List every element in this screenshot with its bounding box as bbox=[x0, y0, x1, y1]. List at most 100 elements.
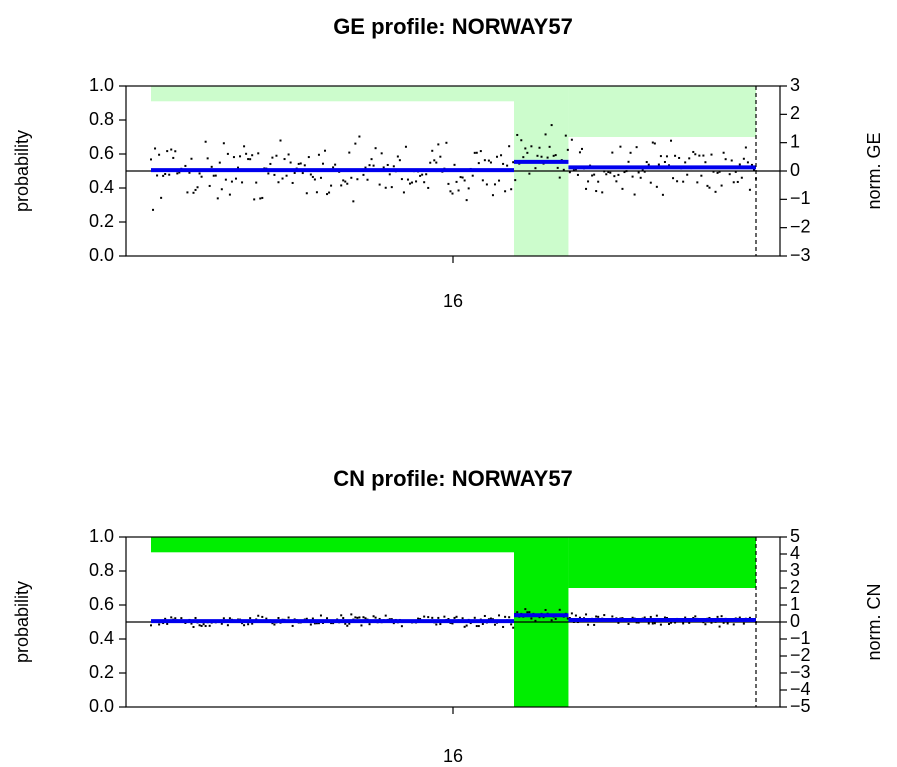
y-axis-label: probability bbox=[12, 581, 32, 663]
data-point bbox=[455, 180, 458, 183]
data-point bbox=[576, 621, 579, 624]
data-point bbox=[368, 164, 371, 167]
data-point bbox=[431, 616, 434, 619]
data-point bbox=[485, 183, 488, 186]
data-point bbox=[287, 616, 290, 619]
data-point bbox=[530, 617, 533, 620]
data-point bbox=[593, 623, 596, 626]
data-point bbox=[633, 193, 636, 196]
data-point bbox=[154, 147, 157, 150]
data-point bbox=[162, 174, 165, 177]
data-point bbox=[160, 196, 163, 199]
data-point bbox=[184, 164, 187, 167]
data-point bbox=[678, 156, 681, 159]
data-point bbox=[467, 187, 470, 190]
data-point bbox=[524, 147, 527, 150]
y2-tick-label: 5 bbox=[790, 526, 800, 546]
y-tick-label: 0.6 bbox=[89, 594, 114, 614]
data-point bbox=[595, 615, 598, 618]
data-point bbox=[204, 625, 207, 628]
data-point bbox=[234, 177, 237, 180]
data-point bbox=[328, 191, 331, 194]
data-point bbox=[742, 157, 745, 160]
data-point bbox=[315, 191, 318, 194]
y2-tick-label: 2 bbox=[790, 103, 800, 123]
data-point bbox=[663, 616, 666, 619]
data-point bbox=[243, 624, 246, 627]
data-point bbox=[348, 622, 351, 625]
data-point bbox=[330, 184, 333, 187]
data-point bbox=[378, 617, 381, 620]
data-point bbox=[672, 177, 675, 180]
data-point bbox=[390, 186, 393, 189]
data-point bbox=[265, 617, 268, 620]
data-point bbox=[287, 153, 290, 156]
data-point bbox=[293, 171, 296, 174]
y2-tick-label: −3 bbox=[790, 662, 811, 682]
data-point bbox=[748, 188, 751, 191]
data-point bbox=[245, 152, 248, 155]
data-point bbox=[732, 623, 735, 626]
data-point bbox=[289, 161, 292, 164]
data-point bbox=[710, 153, 713, 156]
data-point bbox=[607, 171, 610, 174]
data-point bbox=[172, 156, 175, 159]
data-point bbox=[249, 617, 252, 620]
data-point bbox=[364, 617, 367, 620]
data-point bbox=[166, 622, 169, 625]
data-point bbox=[150, 624, 152, 627]
data-point bbox=[550, 619, 553, 622]
data-point bbox=[370, 158, 373, 161]
data-point bbox=[259, 197, 262, 200]
data-point bbox=[261, 615, 264, 618]
data-point bbox=[158, 623, 161, 626]
data-point bbox=[208, 184, 211, 187]
data-point bbox=[192, 191, 195, 194]
data-point bbox=[481, 179, 484, 182]
data-point bbox=[580, 147, 583, 150]
data-point bbox=[453, 616, 456, 619]
data-point bbox=[724, 158, 727, 161]
data-point bbox=[326, 193, 329, 196]
y2-tick-label: 0 bbox=[790, 160, 800, 180]
data-point bbox=[447, 617, 450, 620]
data-point bbox=[623, 171, 626, 174]
data-point bbox=[291, 181, 294, 184]
chart-panel-2: CN profile: NORWAY57 0.0 0.2 0.4 0.6 0.8 1.0 pr… bbox=[12, 466, 884, 766]
y2-tick-label: 2 bbox=[790, 577, 800, 597]
data-point bbox=[166, 150, 169, 153]
data-point bbox=[641, 169, 644, 172]
probability-bar bbox=[151, 86, 514, 102]
data-point bbox=[350, 613, 353, 616]
data-point bbox=[674, 154, 677, 157]
data-point bbox=[164, 172, 167, 175]
data-point bbox=[609, 171, 612, 174]
data-point bbox=[483, 614, 486, 617]
data-point bbox=[481, 622, 484, 625]
data-point bbox=[368, 623, 371, 626]
data-point bbox=[271, 156, 274, 159]
data-point bbox=[334, 163, 337, 166]
data-point bbox=[455, 615, 458, 618]
data-point bbox=[718, 170, 721, 173]
data-point bbox=[688, 621, 691, 624]
data-point bbox=[647, 622, 650, 625]
data-point bbox=[423, 181, 426, 184]
data-point bbox=[358, 135, 361, 138]
data-point bbox=[439, 623, 442, 626]
data-point bbox=[506, 164, 509, 167]
data-point bbox=[538, 146, 541, 149]
data-point bbox=[453, 163, 456, 166]
data-point bbox=[570, 612, 573, 615]
data-point bbox=[704, 161, 707, 164]
data-point bbox=[684, 161, 687, 164]
data-point bbox=[647, 163, 650, 166]
data-point bbox=[301, 172, 304, 175]
data-point bbox=[718, 625, 721, 628]
data-point bbox=[512, 626, 515, 629]
data-point bbox=[738, 163, 741, 166]
data-point bbox=[196, 186, 199, 189]
chart-title: CN profile: NORWAY57 bbox=[333, 466, 573, 491]
data-point bbox=[512, 161, 515, 164]
